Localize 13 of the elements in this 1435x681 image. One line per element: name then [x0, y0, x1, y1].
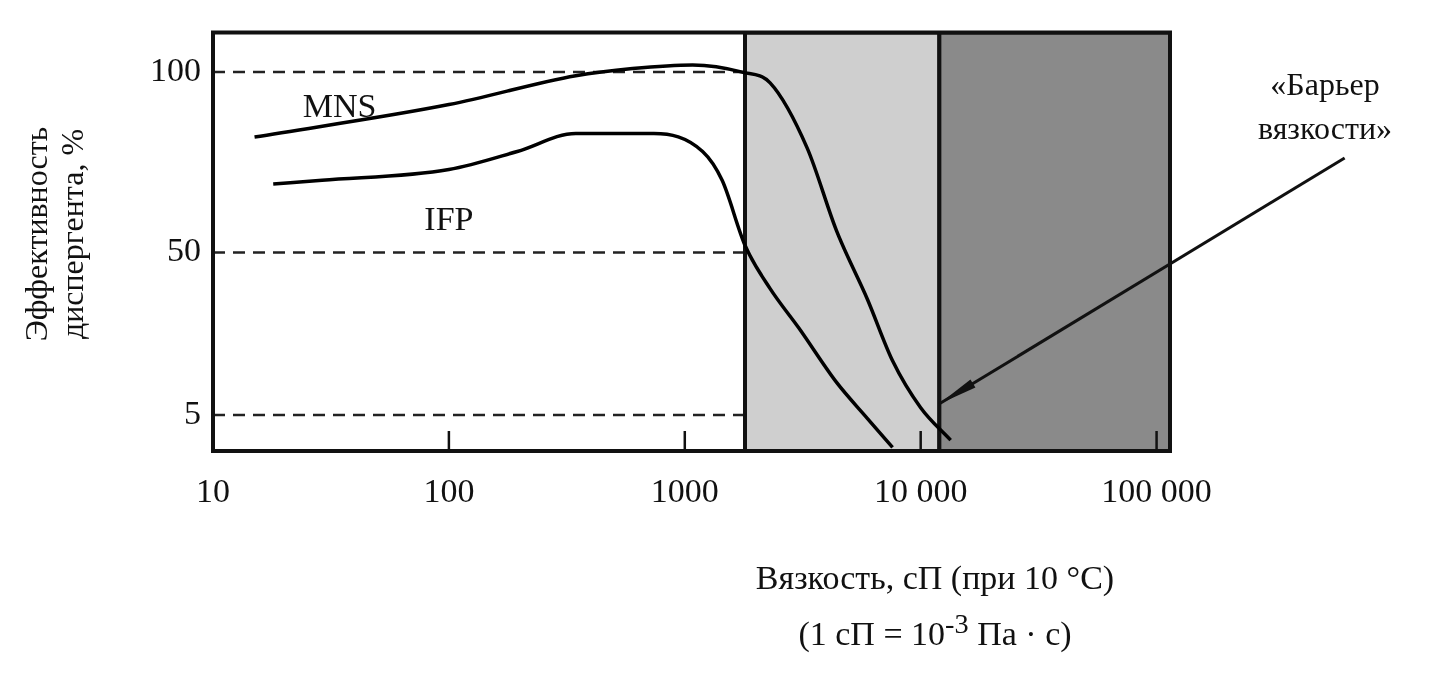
y-tick-label: 100 [150, 51, 201, 89]
x-axis-title: Вязкость, сП (при 10 °C) (1 сП = 10$^{-3}$ Па · с) [754, 558, 1116, 655]
x-tick-label: 10 [196, 472, 230, 510]
annotation: «Барьер вязкости» [1256, 65, 1394, 148]
y-tick-label: 50 [167, 231, 201, 269]
x-tick-label: 10 000 [873, 472, 968, 510]
y-axis-title: Эффективность диспергента, % [18, 125, 90, 344]
x-tick-label: 100 000 [1101, 472, 1212, 510]
series-label: MNS [302, 87, 377, 125]
y-tick-label: 5 [184, 393, 201, 431]
series-label: IFP [424, 199, 474, 237]
x-tick-label: 100 [423, 472, 475, 510]
x-tick-label: 1000 [650, 472, 719, 510]
